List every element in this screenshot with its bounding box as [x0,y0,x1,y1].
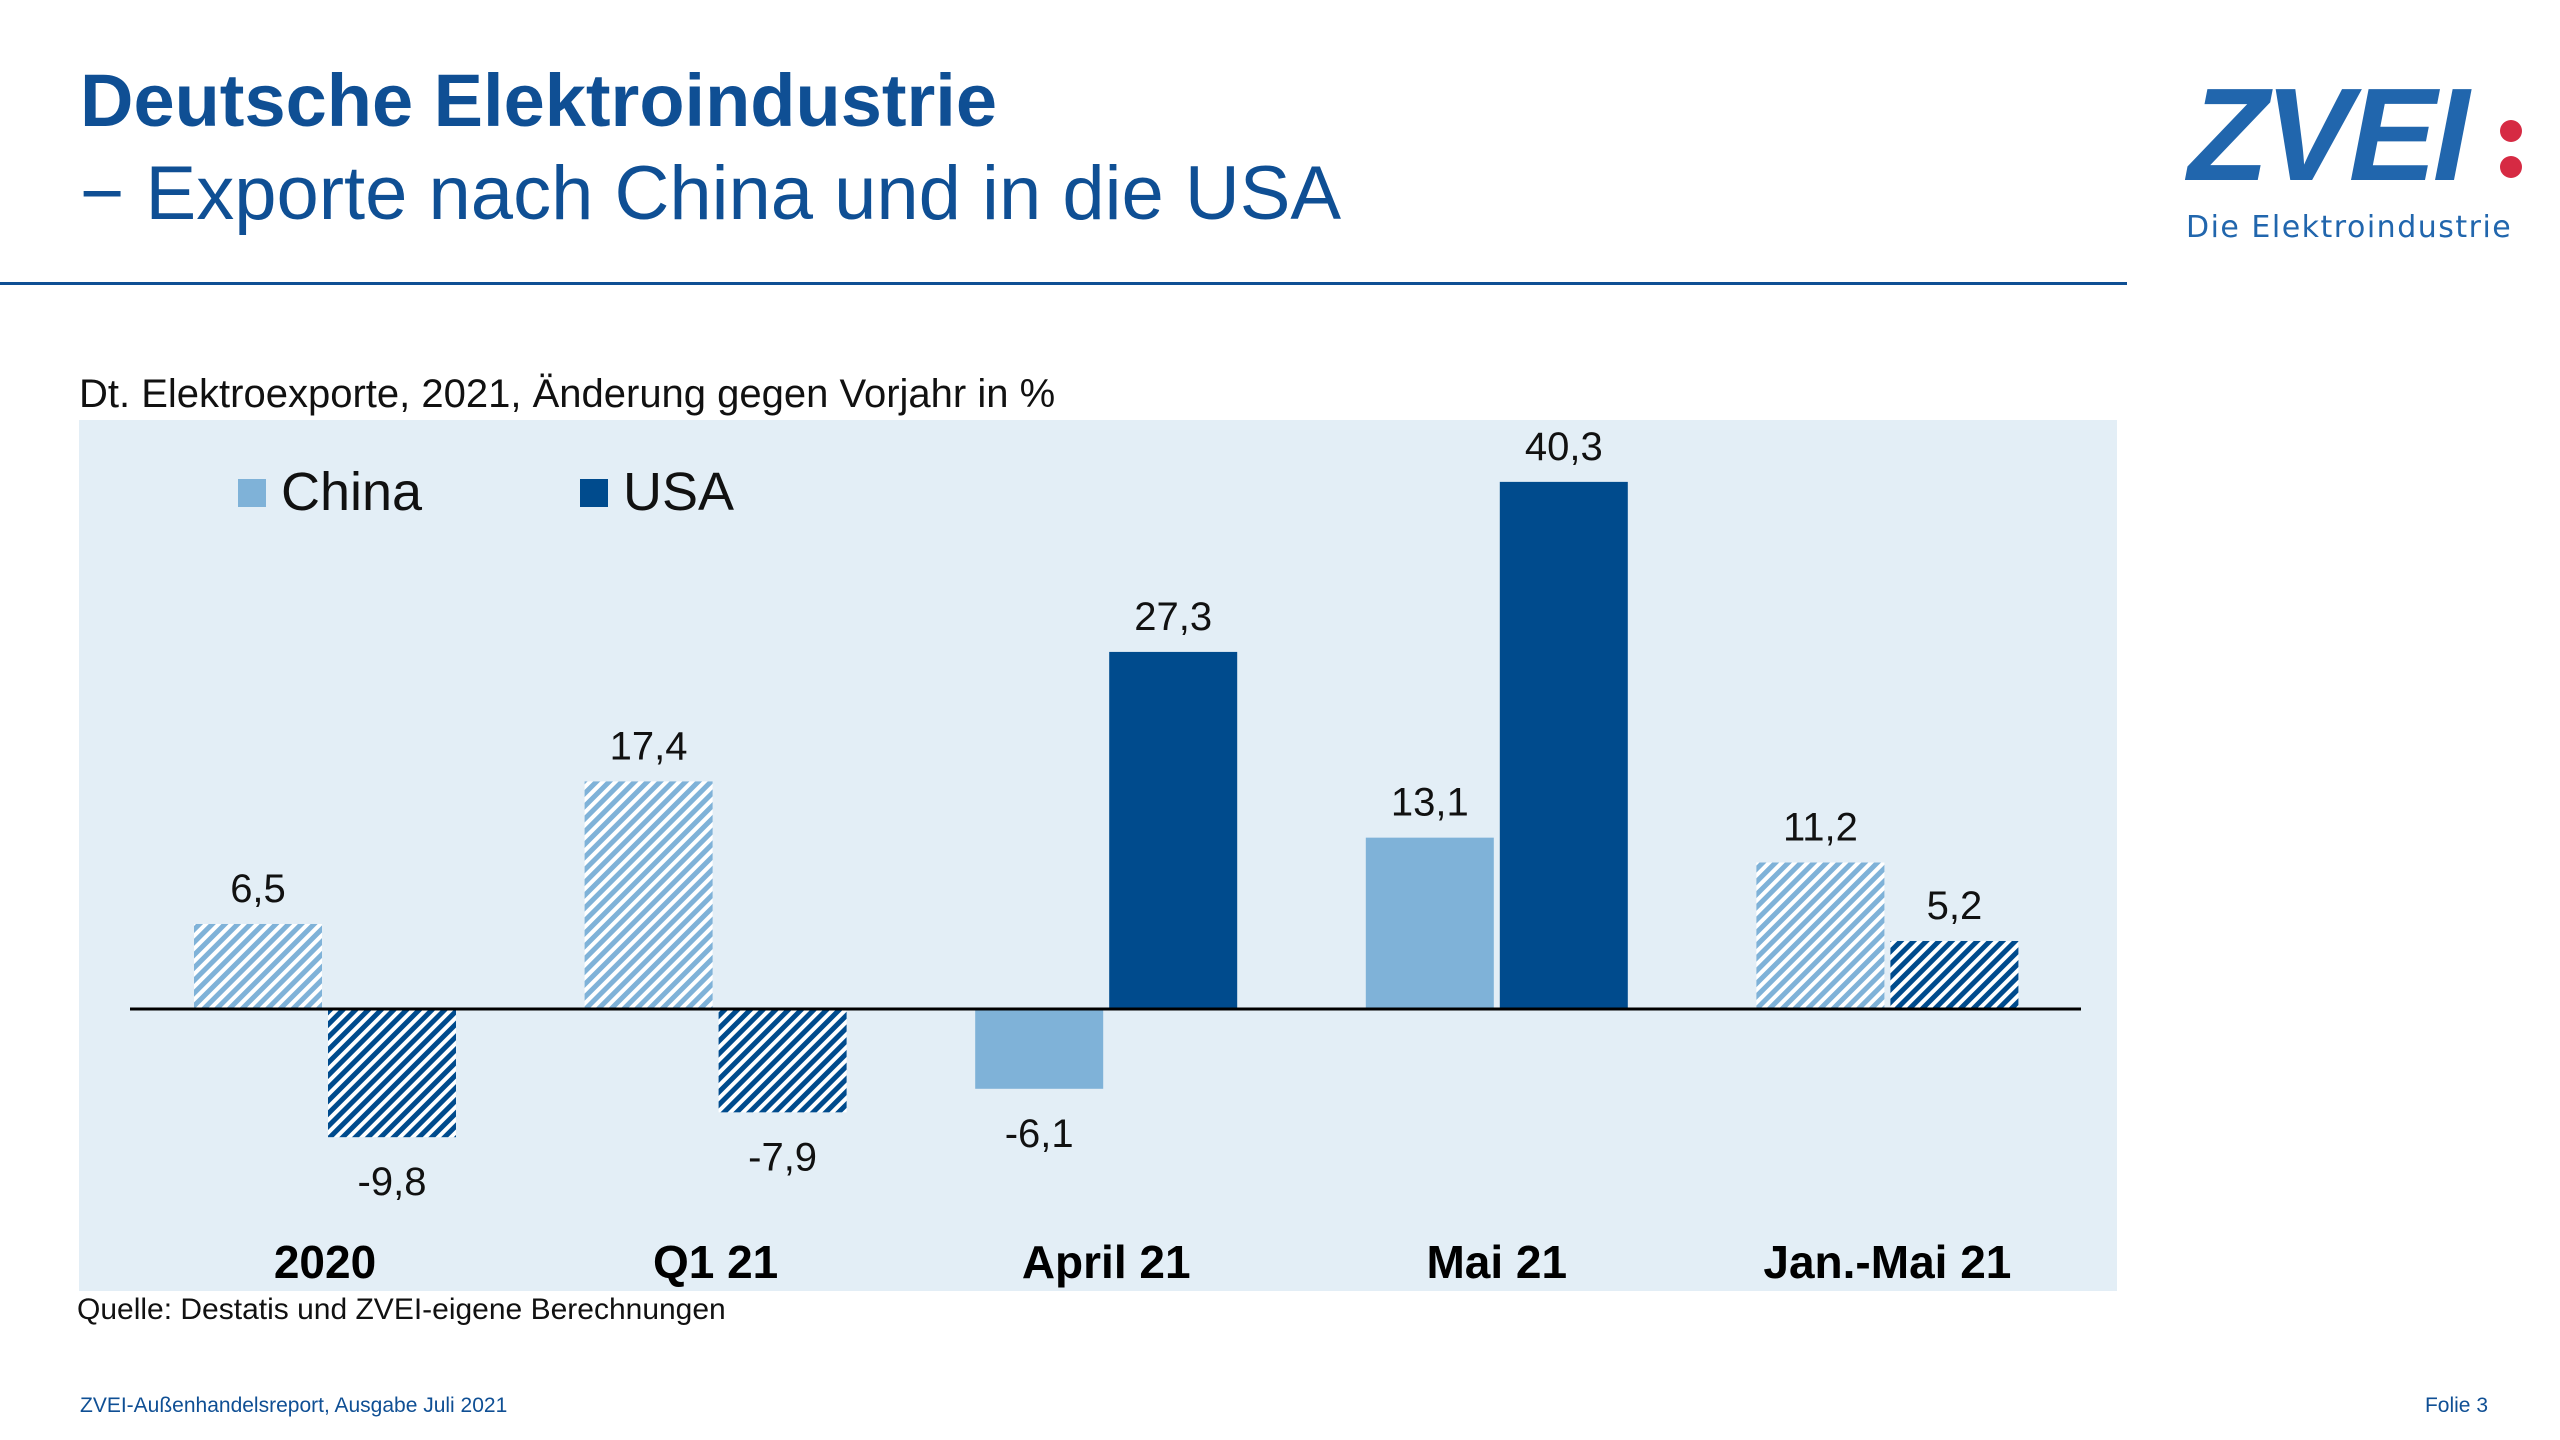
header-divider [0,282,2127,285]
data-label: 17,4 [610,724,688,768]
bar-china [194,923,322,1009]
bar-usa [328,1009,456,1138]
zvei-logo: ZVEI Die Elektroindustrie [2180,61,2522,255]
logo-tagline: Die Elektroindustrie [2186,210,2513,245]
category-label: Q1 21 [653,1236,778,1288]
bar-china [1365,837,1494,1009]
legend-label-china: China [281,462,423,522]
legend-swatch-usa [580,479,608,507]
data-label: 40,3 [1525,425,1603,469]
logo-wordmark: ZVEI [2188,61,2469,208]
bar-usa [1109,651,1238,1009]
legend-swatch-china [238,479,266,507]
category-label: 2020 [274,1236,376,1288]
footer-slide-number: Folie 3 [2424,1394,2488,1417]
source-note: Quelle: Destatis und ZVEI-eigene Berechn… [77,1293,726,1326]
data-label: -7,9 [748,1135,817,1179]
bar-china [584,781,713,1009]
bar-usa [718,1009,847,1113]
bar-china [1756,862,1885,1009]
data-label: -6,1 [1005,1112,1074,1156]
footer-report: ZVEI-Außenhandelsreport, Ausgabe Juli 20… [80,1394,508,1417]
data-label: 13,1 [1391,781,1469,825]
bar-usa [1499,481,1628,1010]
legend-label-usa: USA [623,462,734,522]
logo-dot-icon [2500,156,2522,178]
bar-china [975,1009,1104,1089]
data-label: 27,3 [1134,595,1212,639]
data-label: -9,8 [358,1160,427,1204]
logo-dot-icon [2500,120,2522,142]
page-title: Deutsche Elektroindustrie [80,59,998,142]
chart-background [79,420,2117,1291]
category-label: Jan.-Mai 21 [1763,1236,2011,1288]
bar-usa [1890,940,2019,1009]
data-label: 5,2 [1927,884,1983,928]
chart-title: Dt. Elektroexporte, 2021, Änderung gegen… [79,372,1056,416]
category-label: Mai 21 [1426,1236,1567,1288]
page-subtitle: − Exporte nach China und in die USA [80,151,1342,236]
data-label: 6,5 [230,867,286,911]
category-label: April 21 [1022,1236,1191,1288]
data-label: 11,2 [1783,806,1858,850]
